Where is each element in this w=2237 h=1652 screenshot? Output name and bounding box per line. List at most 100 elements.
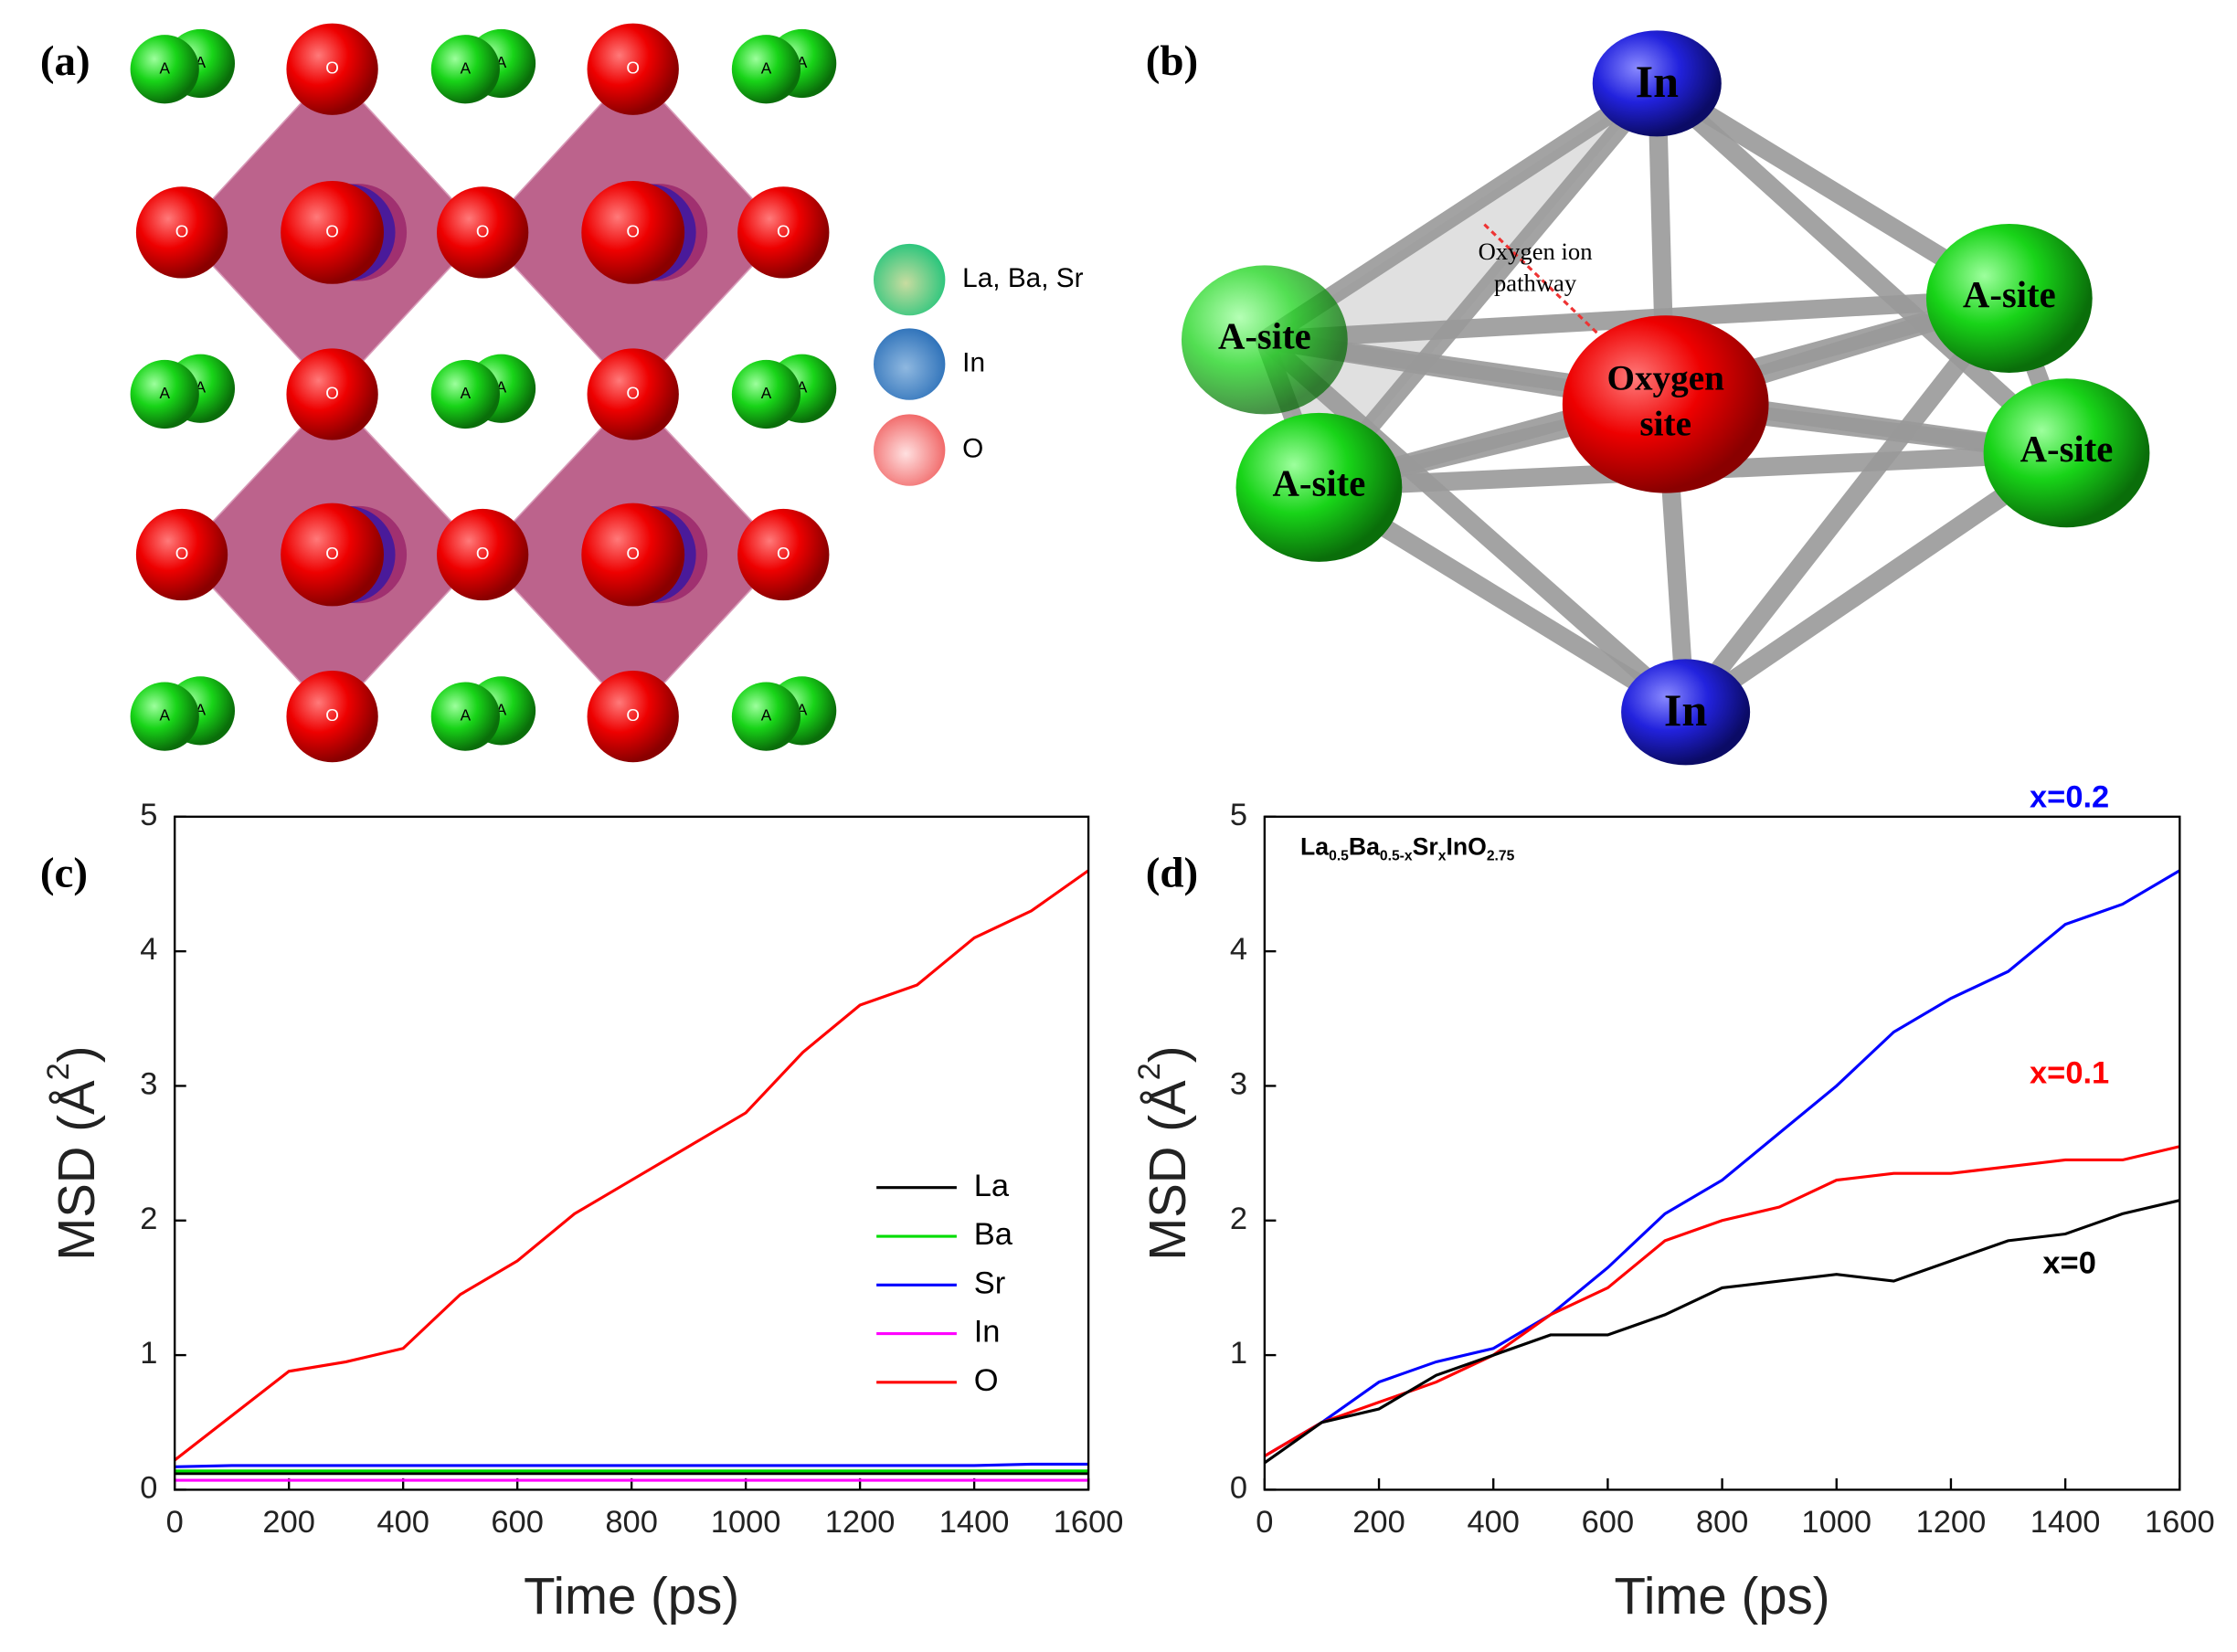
x-tick-label: 200 <box>262 1505 315 1540</box>
atom-label: A <box>461 58 472 77</box>
pathway-face <box>1264 83 1658 488</box>
a-site-atom <box>1235 412 1403 562</box>
a-site-atom <box>731 682 801 751</box>
y-tick-label: 0 <box>140 1471 157 1506</box>
legend-label: O <box>974 1363 999 1398</box>
y-tick-label: 5 <box>1230 798 1247 832</box>
panel-label: (d) <box>1146 849 1198 896</box>
atom-label: In <box>1636 56 1680 107</box>
a-site-atom <box>1181 265 1348 415</box>
y-tick-label: 0 <box>1230 1471 1247 1506</box>
atom-label: A <box>461 706 472 725</box>
y-tick-label: 2 <box>140 1202 157 1236</box>
bond <box>1255 330 1695 722</box>
crystal-structure: AA AA AAO OAA AA AAO OAA AA AAO OO O OO OO O OO O <box>130 23 837 763</box>
plot-frame <box>174 815 1090 1491</box>
atom-label: In <box>1664 684 1708 736</box>
atom-label: Oxygen <box>1606 358 1724 397</box>
a-site-atom <box>731 359 801 429</box>
annotation-part: 0.5 <box>1329 849 1349 864</box>
o-atom <box>135 186 228 279</box>
atom-label: site <box>1639 405 1691 444</box>
atom-label: A <box>761 706 772 725</box>
series-line <box>175 1462 1089 1468</box>
legend-label: La, Ba, Sr <box>962 263 1083 293</box>
legend-label: In <box>974 1315 1001 1350</box>
bond <box>1648 74 2076 462</box>
x-axis-label: Time (ps) <box>1615 1567 1830 1625</box>
y-tick-label: 4 <box>140 932 157 967</box>
series-line <box>1263 1199 2180 1465</box>
o-atom <box>581 180 685 284</box>
atom-label: O <box>777 221 790 240</box>
y-tick-label: 1 <box>1230 1336 1247 1371</box>
o-atom <box>581 503 685 607</box>
y-tick-label: 3 <box>140 1067 157 1102</box>
x-tick-label: 0 <box>1256 1505 1273 1540</box>
atom-label: O <box>325 58 339 78</box>
y-axis-label-part: 2 <box>1132 1063 1167 1080</box>
atom-label: O <box>626 544 640 563</box>
y-tick-label: 4 <box>1230 932 1247 967</box>
series-label: x=0 <box>2042 1245 2095 1280</box>
atom-label: A <box>159 706 170 725</box>
o-atom <box>286 670 378 763</box>
a-site-atom <box>1983 378 2150 528</box>
series-line <box>1264 1145 2180 1457</box>
legend-swatch <box>874 328 946 400</box>
y-tick-label: 5 <box>140 798 157 832</box>
atom-label: O <box>476 544 490 563</box>
atom-label: A <box>461 384 472 402</box>
y-tick-label: 2 <box>1230 1202 1247 1236</box>
oxygen-site <box>1562 315 1769 493</box>
panel-label: (b) <box>1146 37 1198 85</box>
legend-label: La <box>974 1169 1010 1203</box>
pathway-label: Oxygen ion <box>1479 238 1593 265</box>
a-site-atom <box>130 359 199 429</box>
a-site-atom <box>430 359 500 429</box>
atom-label: O <box>626 58 640 78</box>
legend-swatch <box>874 414 946 486</box>
x-tick-label: 200 <box>1352 1505 1405 1540</box>
y-axis-label: MSD (Å2) <box>41 1045 105 1260</box>
y-tick-label: 3 <box>1230 1067 1247 1102</box>
series-label: x=0.1 <box>2030 1055 2109 1090</box>
x-tick-label: 1000 <box>711 1505 781 1540</box>
atom-label: A <box>159 384 170 402</box>
o-atom <box>135 508 228 601</box>
x-tick-label: 1200 <box>825 1505 896 1540</box>
o-atom <box>286 23 378 115</box>
atom-label: A-site <box>1273 463 1366 504</box>
atom-label: A <box>761 384 772 402</box>
legend-label: Ba <box>974 1217 1013 1252</box>
series-label: x=0.2 <box>2030 779 2109 814</box>
annotation-part: La <box>1300 832 1329 860</box>
x-tick-label: 600 <box>1582 1505 1635 1540</box>
x-tick-label: 1600 <box>1054 1505 1124 1540</box>
y-axis-label-part: 2 <box>41 1063 76 1080</box>
atom-label: A <box>761 58 772 77</box>
atom-label: O <box>325 705 339 725</box>
a-site-atom <box>430 682 500 751</box>
y-tick-label: 1 <box>140 1336 157 1371</box>
atom-label: O <box>626 383 640 402</box>
octahedron-diagram: In In A-site A-site A-site A-site Oxygen site <box>1181 30 2150 766</box>
o-atom <box>587 23 679 115</box>
x-tick-label: 400 <box>376 1505 429 1540</box>
y-axis-label-part: MSD (Å <box>48 1080 105 1261</box>
pathway-arrow <box>1480 221 1598 334</box>
atom-label: O <box>325 544 339 563</box>
o-atom <box>737 508 830 601</box>
legend-label: In <box>962 347 985 377</box>
x-tick-label: 800 <box>605 1505 658 1540</box>
atom-label: O <box>626 705 640 725</box>
atom-label: A-site <box>1218 315 1311 356</box>
x-tick-label: 1000 <box>1801 1505 1871 1540</box>
panel-label: (a) <box>40 37 90 85</box>
x-tick-label: 400 <box>1467 1505 1520 1540</box>
o-atom <box>737 186 830 279</box>
y-axis-label-part: ) <box>48 1045 105 1063</box>
in-atom <box>1592 30 1722 137</box>
